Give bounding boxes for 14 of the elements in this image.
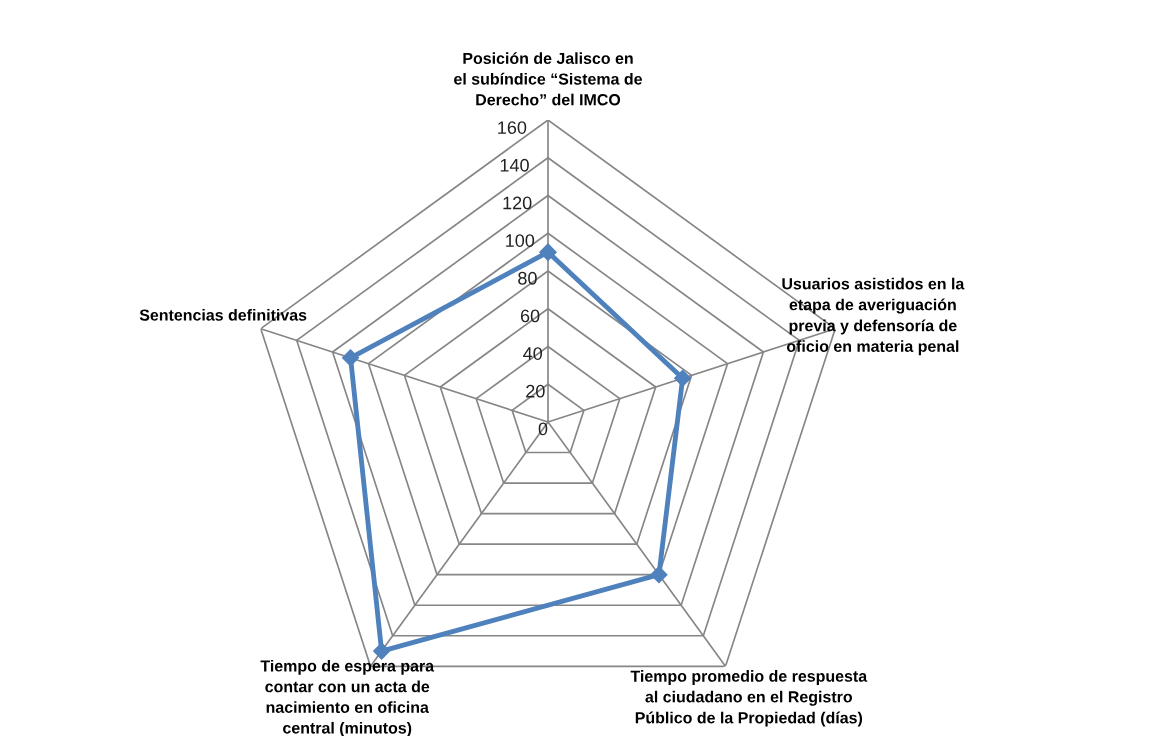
spoke-label: Usuarios asistidos en la etapa de averiguación previa y defensoría de oficio en materia penal	[782, 277, 965, 356]
y-tick-label: 140	[500, 158, 529, 172]
y-tick-label: 160	[498, 121, 527, 134]
y-tick-label: 60	[520, 309, 540, 323]
spoke-label: Tiempo promedio de respuesta al ciudadano en el Registro Público de la Propiedad (días)	[630, 670, 868, 727]
y-tick-label: 100	[506, 234, 535, 247]
y-tick-label: 80	[518, 271, 537, 285]
y-tick-label: 0	[538, 422, 548, 436]
y-tick-label: 120	[503, 196, 532, 210]
y-tick-label: 40	[523, 347, 543, 360]
spoke-label: Sentencias definitivas	[139, 309, 307, 321]
spoke-label: Posición de Jalisco en el subíndice “Sistema de Derecho” del IMCO	[454, 52, 642, 106]
y-tick-label: 20	[526, 384, 545, 398]
spoke-label: Tiempo de espera para contar con un acta de nacimiento en oficina central (minutos)	[260, 659, 435, 736]
